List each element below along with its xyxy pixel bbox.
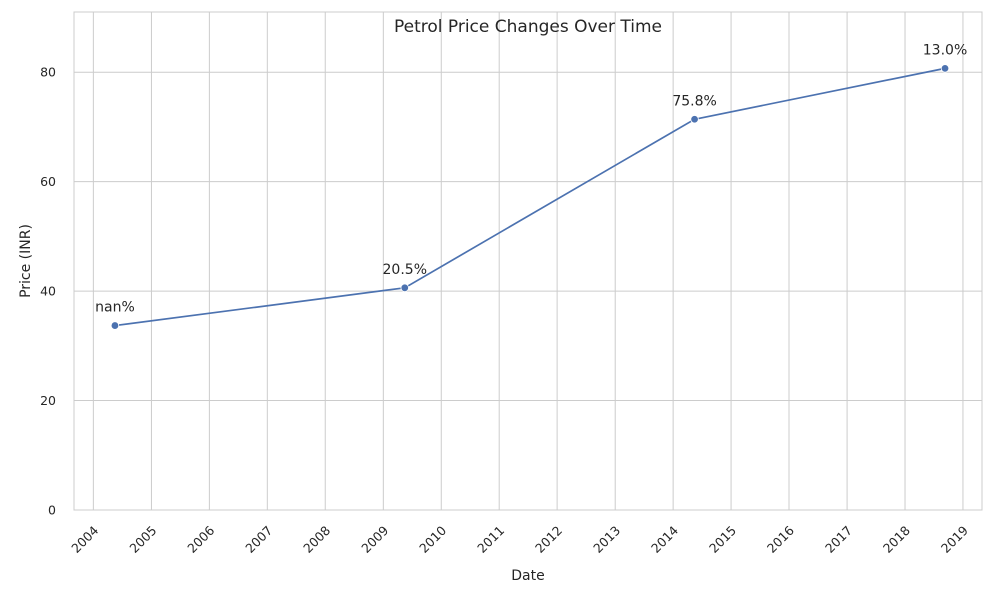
y-axis-label: Price (INR): [18, 224, 34, 298]
data-point: [940, 64, 950, 73]
x-tick-label: 2010: [416, 523, 449, 556]
grid-lines: [74, 12, 982, 511]
data-point: [690, 115, 699, 124]
x-tick-label: 2007: [242, 523, 275, 556]
x-tick-label: 2014: [648, 523, 681, 556]
x-axis-label: Date: [511, 568, 544, 584]
data-label: 13.0%: [923, 42, 967, 58]
y-tick-label: 80: [40, 65, 56, 80]
y-tick-label: 20: [40, 393, 56, 408]
y-tick-label: 0: [48, 503, 56, 518]
data-label: 75.8%: [672, 93, 716, 109]
series-line: [114, 67, 946, 327]
x-tick-label: 2006: [184, 523, 217, 556]
chart-title: Petrol Price Changes Over Time: [394, 17, 662, 37]
x-tick-label: 2005: [126, 523, 159, 556]
x-tick-label: 2012: [532, 523, 565, 556]
data-point: [110, 321, 120, 330]
x-tick-label: 2015: [706, 523, 739, 556]
data-label: 20.5%: [383, 262, 427, 278]
x-tick-label: 2008: [300, 523, 333, 556]
data-label: nan%: [95, 300, 135, 316]
x-tick-label: 2011: [474, 523, 507, 556]
x-tick-label: 2019: [938, 523, 971, 556]
data-point: [400, 283, 409, 293]
y-tick-label: 40: [40, 284, 56, 299]
x-tick-label: 2004: [68, 523, 101, 556]
x-tick-label: 2017: [822, 523, 855, 556]
series-layer: nan% 20.5% 75.8% 13.0%: [95, 42, 967, 330]
x-tick-label: 2013: [590, 523, 623, 556]
y-tick-label: 60: [40, 174, 56, 189]
x-tick-label: 2009: [358, 523, 391, 556]
plot-frame: [73, 11, 983, 511]
x-tick-label: 2016: [764, 523, 797, 556]
x-tick-label: 2018: [880, 523, 913, 556]
tick-labels: 2004 2005 2006 2007 2008 2009 2010 2011 2012 2013…: [40, 65, 971, 556]
